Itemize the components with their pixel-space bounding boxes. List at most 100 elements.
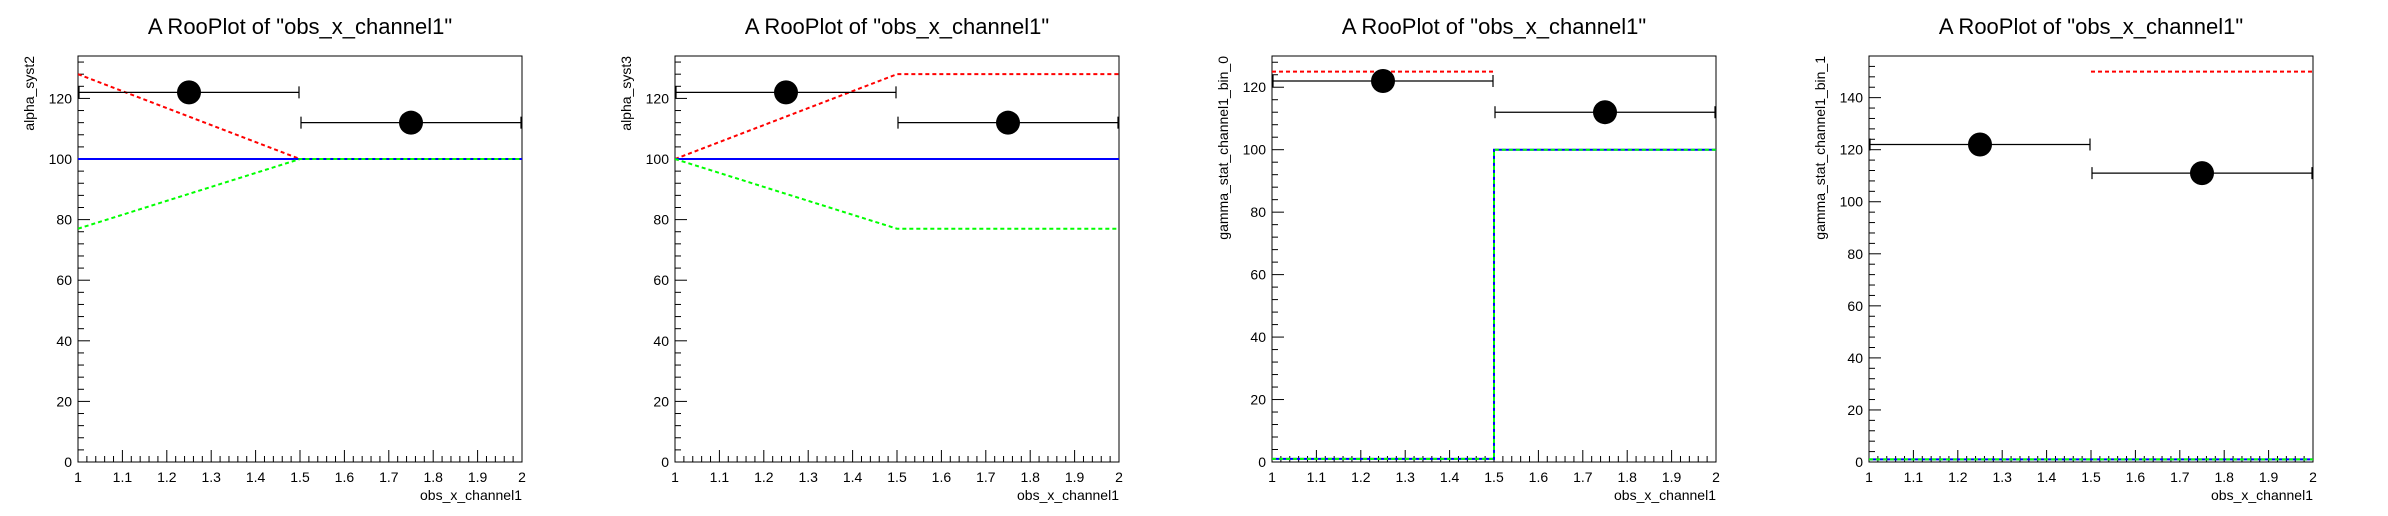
x-axis-label: obs_x_channel1: [1614, 487, 1716, 503]
y-tick-label: 20: [653, 393, 669, 409]
rooplot-panel-gamma-stat-bin-1: A RooPlot of "obs_x_channel1" 1 1.1 1.2 1.3 1…: [1791, 0, 2388, 516]
x-tick-label: 1.3: [201, 469, 221, 485]
x-tick-label: 1.3: [1992, 469, 2012, 485]
series-line-blue: [1272, 148, 1716, 460]
y-axis-label: gamma_stat_channel1_bin_0: [1215, 56, 1231, 240]
y-tick-label: 20: [56, 393, 72, 409]
x-tick-label: 1.9: [2259, 469, 2279, 485]
x-axis-label: obs_x_channel1: [420, 487, 522, 503]
plot-frame: [77, 55, 523, 463]
x-tick-label: 1: [74, 469, 82, 485]
data-point-marker: [1371, 68, 1395, 93]
y-tick-label: 20: [1250, 392, 1266, 408]
chart-title: A RooPlot of "obs_x_channel1": [745, 14, 1049, 39]
x-tick-label: 1.8: [2214, 469, 2234, 485]
x-axis-label: obs_x_channel1: [2211, 487, 2313, 503]
y-tick-label: 60: [653, 272, 669, 288]
x-axis-label: obs_x_channel1: [1017, 487, 1119, 503]
x-tick-label: 2: [1712, 469, 1720, 485]
data-point-marker: [399, 110, 423, 135]
series-group: [1272, 70, 1716, 460]
y-tick-label: 80: [1847, 246, 1863, 262]
y-axis-label: alpha_syst3: [618, 56, 634, 131]
y-tick-label: 60: [56, 272, 72, 288]
y-tick-label: 100: [49, 151, 73, 167]
chart-svg: A RooPlot of "obs_x_channel1" 1 1.1 1.2 1.3 1…: [618, 14, 1123, 503]
series-group: [1869, 70, 2313, 461]
y-tick-label: 0: [1855, 454, 1863, 470]
x-tick-label: 1.8: [423, 469, 443, 485]
y-tick-label: 140: [1840, 90, 1864, 106]
x-tick-label: 1.6: [335, 469, 355, 485]
x-tick-label: 1.2: [754, 469, 774, 485]
data-point-marker: [177, 80, 201, 105]
x-tick-label: 1.1: [113, 469, 133, 485]
x-tick-label: 1.8: [1020, 469, 1040, 485]
x-tick-label: 2: [518, 469, 526, 485]
data-point-marker: [2190, 161, 2214, 186]
x-tick-label: 1: [1865, 469, 1873, 485]
series-group: [675, 73, 1119, 230]
x-tick-label: 1.6: [2126, 469, 2146, 485]
x-tick-label: 1.9: [1065, 469, 1085, 485]
x-tick-label: 1.7: [2170, 469, 2190, 485]
y-tick-label: 0: [661, 454, 669, 470]
y-tick-label: 120: [1840, 142, 1864, 158]
x-tick-label: 1.9: [1662, 469, 1682, 485]
chart-svg: A RooPlot of "obs_x_channel1" 1 1.1 1.2 1.3 1…: [1812, 14, 2317, 503]
x-tick-label: 1.4: [2037, 469, 2057, 485]
rooplot-panel-alpha-syst2: A RooPlot of "obs_x_channel1" 1 1.1 1.2 1.3 1…: [0, 0, 597, 516]
x-tick-label: 1.6: [1529, 469, 1549, 485]
data-point-marker: [1593, 100, 1617, 125]
x-tick-label: 2: [2309, 469, 2317, 485]
x-tick-label: 1.7: [976, 469, 996, 485]
y-axis-label: gamma_stat_channel1_bin_1: [1812, 56, 1828, 240]
x-tick-label: 2: [1115, 469, 1123, 485]
y-tick-label: 80: [653, 212, 669, 228]
y-tick-label: 100: [1840, 194, 1864, 210]
x-tick-label: 1: [1268, 469, 1276, 485]
x-tick-label: 1.3: [1395, 469, 1415, 485]
x-tick-label: 1.5: [1484, 469, 1504, 485]
x-tick-label: 1.5: [290, 469, 310, 485]
x-tick-label: 1.5: [887, 469, 907, 485]
x-tick-label: 1.2: [1948, 469, 1968, 485]
y-tick-label: 0: [64, 454, 72, 470]
x-tick-label: 1.4: [246, 469, 266, 485]
series-line-green: [78, 158, 522, 230]
y-tick-label: 120: [646, 90, 670, 106]
plot-frame: [674, 55, 1120, 463]
chart-title: A RooPlot of "obs_x_channel1": [148, 14, 452, 39]
x-tick-label: 1.3: [798, 469, 818, 485]
y-tick-label: 120: [1243, 79, 1267, 95]
y-tick-label: 80: [56, 212, 72, 228]
chart-title: A RooPlot of "obs_x_channel1": [1342, 14, 1646, 39]
y-tick-label: 20: [1847, 402, 1863, 418]
x-tick-label: 1.4: [1440, 469, 1460, 485]
y-tick-label: 120: [49, 90, 73, 106]
chart-svg: A RooPlot of "obs_x_channel1" 1 1.1 1.2 1.3 1…: [1215, 14, 1720, 503]
x-tick-label: 1.2: [157, 469, 177, 485]
x-tick-label: 1.1: [1307, 469, 1327, 485]
series-group: [78, 73, 522, 230]
y-tick-label: 40: [1250, 329, 1266, 345]
y-tick-label: 60: [1250, 267, 1266, 283]
data-point-marker: [774, 80, 798, 105]
chart-svg: A RooPlot of "obs_x_channel1" 1 1.1 1.2 1.3 1…: [21, 14, 526, 503]
y-axis-label: alpha_syst2: [21, 56, 37, 131]
x-tick-label: 1.7: [1573, 469, 1593, 485]
y-tick-label: 100: [1243, 142, 1267, 158]
x-tick-label: 1.5: [2081, 469, 2101, 485]
rooplot-panel-gamma-stat-bin-0: A RooPlot of "obs_x_channel1" 1 1.1 1.2 1.3 1…: [1194, 0, 1791, 516]
x-tick-label: 1.1: [1904, 469, 1924, 485]
x-tick-label: 1.7: [379, 469, 399, 485]
series-line-red: [675, 73, 1119, 160]
rooplot-panel-alpha-syst3: A RooPlot of "obs_x_channel1" 1 1.1 1.2 1.3 1…: [597, 0, 1194, 516]
x-tick-label: 1.1: [710, 469, 730, 485]
x-tick-label: 1.2: [1351, 469, 1371, 485]
data-point-marker: [1968, 132, 1992, 157]
y-tick-label: 0: [1258, 454, 1266, 470]
plot-frame: [1868, 55, 2314, 463]
data-point-marker: [996, 110, 1020, 135]
x-tick-label: 1.6: [932, 469, 952, 485]
